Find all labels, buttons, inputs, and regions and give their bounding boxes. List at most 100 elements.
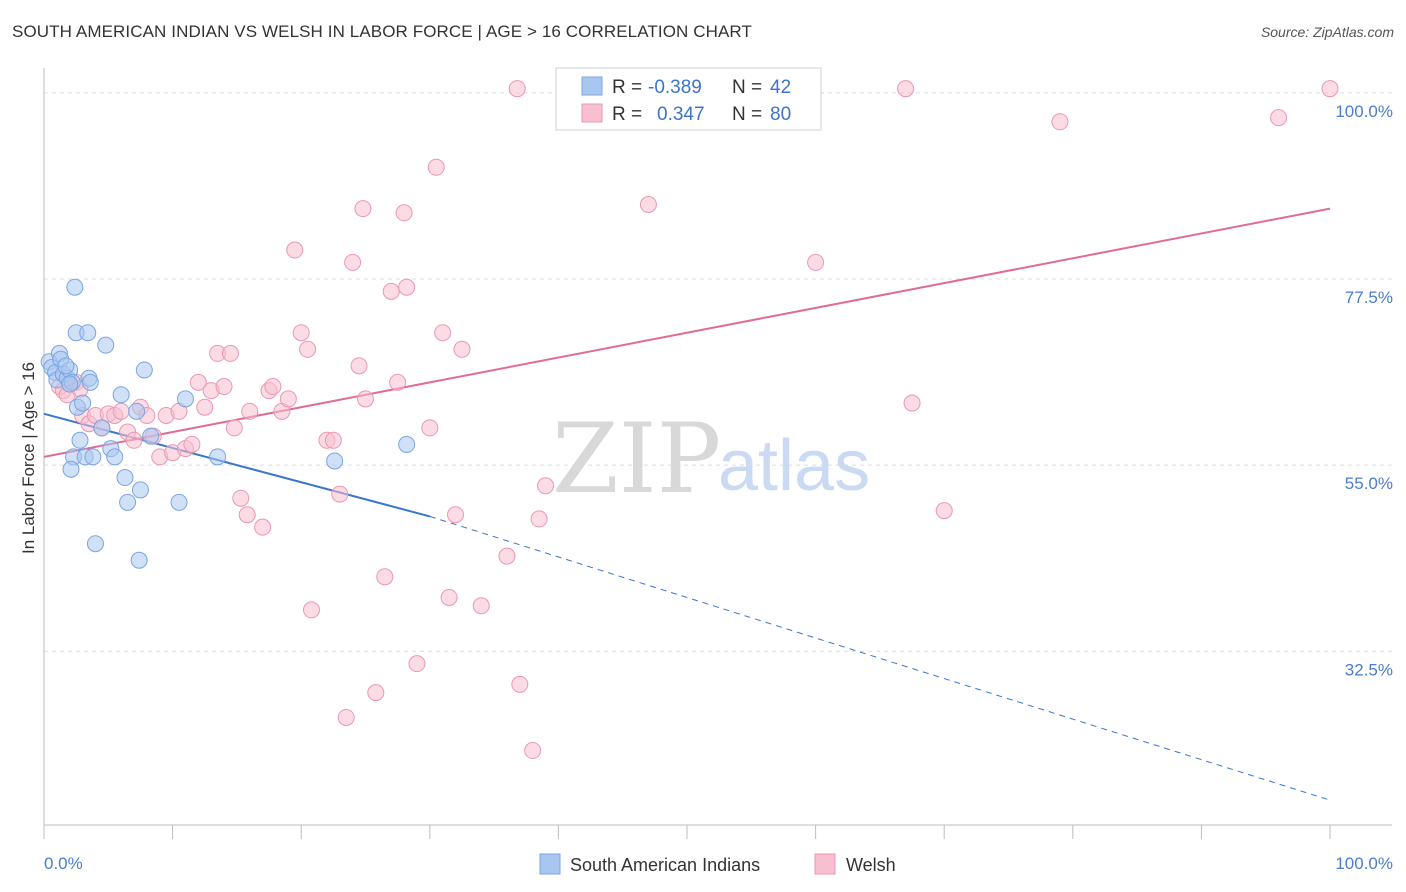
- x-tick-label: 100.0%: [1335, 854, 1393, 873]
- blue-point: [326, 452, 344, 470]
- pink-point: [225, 419, 243, 437]
- pink-point: [215, 378, 233, 396]
- bottom-legend-label: Welsh: [846, 855, 896, 875]
- pink-point: [427, 158, 445, 176]
- pink-point: [241, 402, 259, 420]
- legend-swatch-pink: [581, 103, 603, 123]
- legend-r-value: -0.389: [648, 77, 702, 98]
- watermark-atlas: atlas: [718, 426, 870, 506]
- pink-trend-line: [43, 207, 1331, 458]
- blue-point: [71, 431, 89, 449]
- pink-point: [537, 477, 555, 495]
- pink-point: [639, 196, 657, 214]
- pink-point: [434, 324, 452, 342]
- pink-point: [238, 506, 256, 524]
- legend: R = -0.389 N = 42 R = 0.347 N = 80: [555, 67, 822, 131]
- pink-point: [286, 241, 304, 259]
- watermark: ZIP atlas: [552, 403, 870, 515]
- watermark-zip: ZIP: [552, 403, 721, 515]
- bottom-legend-swatch-blue: [539, 853, 561, 875]
- y-axis-label: In Labor Force | Age > 16: [19, 362, 38, 554]
- blue-point: [79, 324, 97, 342]
- pink-point: [511, 675, 529, 693]
- blue-point: [131, 481, 149, 499]
- blue-point: [62, 460, 80, 478]
- pink-point: [498, 547, 516, 565]
- pink-point: [344, 253, 362, 271]
- legend-n-value: 42: [770, 77, 791, 98]
- blue-point: [119, 493, 137, 511]
- legend-swatch-blue: [581, 76, 603, 96]
- x-tick-label: 0.0%: [44, 854, 83, 873]
- legend-r-label: R =: [612, 77, 642, 98]
- blue-point: [93, 419, 111, 437]
- pink-point: [524, 742, 542, 760]
- pink-point: [279, 390, 297, 408]
- pink-point: [395, 204, 413, 222]
- pink-point: [1270, 109, 1288, 127]
- pink-point: [389, 373, 407, 391]
- pink-point: [440, 588, 458, 606]
- blue-trend-extension: [429, 515, 1331, 801]
- y-tick-label: 55.0%: [1345, 474, 1393, 493]
- pink-point: [125, 431, 143, 449]
- pink-point: [357, 390, 374, 408]
- y-tick-label: 100.0%: [1335, 102, 1393, 121]
- pink-point: [807, 253, 825, 271]
- blue-point: [81, 373, 99, 391]
- blue-point: [116, 469, 134, 487]
- blue-point: [66, 278, 84, 296]
- pink-point: [337, 708, 355, 726]
- pink-point: [376, 568, 394, 586]
- legend-r-value: 0.347: [657, 104, 705, 125]
- bottom-legend: South American Indians Welsh: [539, 853, 896, 875]
- blue-point: [86, 535, 104, 553]
- blue-point: [398, 435, 416, 453]
- blue-point: [112, 386, 130, 404]
- legend-n-label: N =: [732, 77, 762, 98]
- blue-point: [130, 551, 148, 569]
- blue-point: [106, 448, 124, 466]
- y-tick-label: 77.5%: [1345, 288, 1393, 307]
- pink-point: [408, 655, 426, 673]
- pink-point: [292, 324, 310, 342]
- pink-point: [112, 402, 130, 420]
- legend-r-label: R =: [612, 104, 642, 125]
- bottom-legend-label: South American Indians: [570, 855, 760, 875]
- x-tick-labels: 0.0% 100.0%: [44, 854, 1393, 873]
- pink-point: [254, 518, 272, 536]
- legend-n-value: 80: [770, 104, 791, 125]
- legend-n-label: N =: [732, 104, 762, 125]
- blue-point: [97, 336, 115, 354]
- pink-point: [264, 378, 282, 396]
- pink-point: [897, 80, 915, 98]
- pink-point: [508, 80, 526, 98]
- pink-point: [196, 398, 214, 416]
- pink-point: [350, 357, 368, 375]
- blue-point: [209, 448, 227, 466]
- pink-point: [367, 684, 385, 702]
- pink-point: [1051, 113, 1069, 131]
- pink-point: [1321, 80, 1339, 98]
- chart-title: SOUTH AMERICAN INDIAN VS WELSH IN LABOR …: [12, 22, 752, 41]
- blue-point: [57, 357, 75, 375]
- data-points: [40, 80, 1339, 760]
- y-tick-labels: 32.5% 55.0% 77.5% 100.0%: [1335, 102, 1393, 679]
- pink-point: [453, 340, 471, 358]
- grid-lines: [44, 92, 1392, 652]
- pink-point: [183, 435, 201, 453]
- pink-point: [447, 506, 465, 524]
- pink-point: [299, 340, 317, 358]
- pink-point: [903, 394, 921, 412]
- blue-point: [135, 361, 153, 379]
- pink-point: [530, 510, 548, 528]
- blue-point: [74, 394, 92, 412]
- blue-point: [176, 390, 194, 408]
- axes: [43, 68, 1392, 839]
- pink-point: [398, 278, 416, 296]
- pink-point: [221, 344, 239, 362]
- pink-point: [382, 282, 400, 300]
- blue-point: [170, 493, 188, 511]
- pink-point: [302, 601, 320, 619]
- pink-point: [324, 431, 342, 449]
